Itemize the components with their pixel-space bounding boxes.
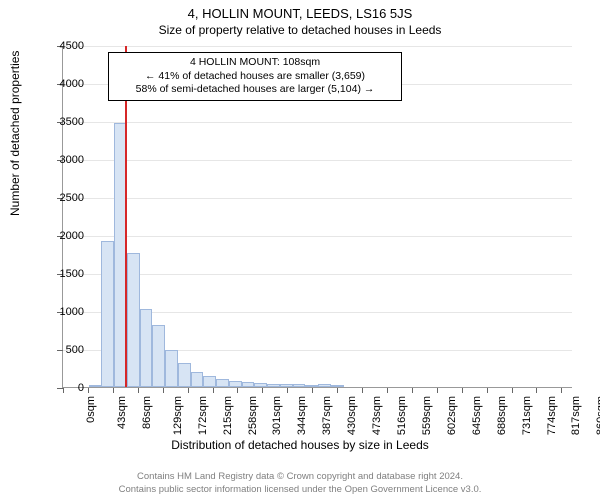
x-tick: [487, 388, 488, 393]
histogram-bar: [280, 384, 293, 387]
x-tick: [213, 388, 214, 393]
histogram-bar: [165, 350, 178, 387]
gridline: [63, 236, 572, 237]
page-title: 4, HOLLIN MOUNT, LEEDS, LS16 5JS: [0, 0, 600, 21]
histogram-bar: [242, 382, 255, 387]
histogram-bar: [101, 241, 114, 387]
x-tick-label: 774sqm: [546, 396, 558, 435]
y-tick-label: 4000: [44, 78, 84, 90]
x-tick: [337, 388, 338, 393]
x-tick: [287, 388, 288, 393]
x-tick-label: 258sqm: [247, 396, 259, 435]
y-tick-label: 2500: [44, 192, 84, 204]
annotation-line: ← 41% of detached houses are smaller (3,…: [115, 70, 395, 84]
histogram-bar: [331, 385, 344, 387]
histogram-bar: [229, 381, 242, 387]
histogram-bar: [267, 384, 280, 387]
footer-line: Contains public sector information licen…: [0, 484, 600, 496]
x-tick-label: 473sqm: [371, 396, 383, 435]
chart-container: 4, HOLLIN MOUNT, LEEDS, LS16 5JS Size of…: [0, 0, 600, 500]
histogram-bar: [140, 309, 153, 387]
x-tick-label: 129sqm: [172, 396, 184, 435]
x-tick-label: 215sqm: [222, 396, 234, 435]
x-tick-label: 0sqm: [85, 396, 97, 423]
gridline: [63, 46, 572, 47]
x-tick-label: 516sqm: [396, 396, 408, 435]
y-tick-label: 1500: [44, 268, 84, 280]
footer-line: Contains HM Land Registry data © Crown c…: [0, 471, 600, 483]
y-tick-label: 3000: [44, 154, 84, 166]
histogram-bar: [89, 385, 102, 387]
x-tick-label: 301sqm: [272, 396, 284, 435]
y-tick-label: 500: [44, 344, 84, 356]
x-tick-label: 387sqm: [321, 396, 333, 435]
y-tick-label: 1000: [44, 306, 84, 318]
y-tick-label: 2000: [44, 230, 84, 242]
annotation-line: 4 HOLLIN MOUNT: 108sqm: [115, 56, 395, 70]
y-tick-label: 0: [44, 382, 84, 394]
histogram-bar: [191, 372, 204, 387]
gridline: [63, 122, 572, 123]
x-tick: [188, 388, 189, 393]
x-tick-label: 688sqm: [496, 396, 508, 435]
histogram-bar: [216, 379, 229, 387]
annotation-line: 58% of semi-detached houses are larger (…: [115, 83, 395, 97]
annotation-box: 4 HOLLIN MOUNT: 108sqm ← 41% of detached…: [108, 52, 402, 101]
histogram-bar: [293, 384, 306, 387]
gridline: [63, 160, 572, 161]
x-tick: [387, 388, 388, 393]
histogram-bar: [305, 385, 318, 387]
x-tick: [262, 388, 263, 393]
footer-text: Contains HM Land Registry data © Crown c…: [0, 471, 600, 496]
x-tick: [113, 388, 114, 393]
x-tick: [462, 388, 463, 393]
histogram-bar: [318, 384, 331, 387]
x-tick-label: 430sqm: [346, 396, 358, 435]
x-tick: [237, 388, 238, 393]
x-tick: [412, 388, 413, 393]
x-tick-label: 43sqm: [116, 396, 128, 429]
x-tick-label: 344sqm: [297, 396, 309, 435]
x-tick-label: 731sqm: [521, 396, 533, 435]
histogram-bar: [127, 253, 140, 387]
x-tick-label: 817sqm: [571, 396, 583, 435]
x-tick: [88, 388, 89, 393]
x-tick-label: 602sqm: [446, 396, 458, 435]
x-tick: [512, 388, 513, 393]
x-tick-label: 645sqm: [471, 396, 483, 435]
x-tick: [561, 388, 562, 393]
histogram-bar: [178, 363, 191, 387]
x-tick: [138, 388, 139, 393]
x-tick-label: 559sqm: [421, 396, 433, 435]
x-tick-label: 860sqm: [596, 396, 600, 435]
histogram-bar: [254, 383, 267, 387]
y-tick-label: 3500: [44, 116, 84, 128]
x-tick: [362, 388, 363, 393]
histogram-bar: [203, 376, 216, 387]
y-tick-label: 4500: [44, 40, 84, 52]
x-tick: [312, 388, 313, 393]
x-tick: [536, 388, 537, 393]
y-axis-label: Number of detached properties: [8, 51, 22, 216]
x-tick-label: 172sqm: [197, 396, 209, 435]
x-axis-label: Distribution of detached houses by size …: [0, 438, 600, 452]
gridline: [63, 198, 572, 199]
x-tick: [163, 388, 164, 393]
x-tick-label: 86sqm: [141, 396, 153, 429]
x-tick: [437, 388, 438, 393]
page-subtitle: Size of property relative to detached ho…: [0, 21, 600, 37]
histogram-bar: [152, 325, 165, 387]
